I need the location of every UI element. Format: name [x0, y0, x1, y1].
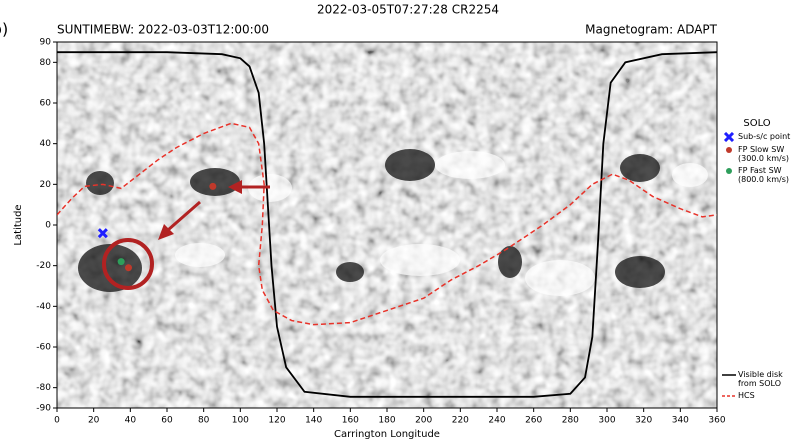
legend-icon	[722, 395, 736, 397]
legend-marker	[726, 147, 732, 153]
x-axis-label: Carrington Longitude	[334, 429, 440, 440]
y-tick-label: 90	[40, 38, 52, 48]
x-tick-label: 20	[88, 416, 100, 426]
y-tick-label: 0	[45, 221, 51, 231]
magnetogram	[57, 42, 717, 408]
subtitle-left: SUNTIMEBW: 2022-03-03T12:00:00	[57, 23, 269, 37]
legend-entry: HCS	[722, 391, 792, 401]
x-tick-label: 360	[708, 416, 725, 426]
chart-title: 2022-03-05T07:27:28 CR2254	[317, 3, 499, 17]
legend-label: HCS	[738, 391, 755, 400]
legend-entry: FP Fast SW (800.0 km/s)	[722, 166, 792, 184]
y-tick-label: -20	[36, 261, 51, 271]
y-tick-label: -60	[36, 343, 51, 353]
legend-entry: Visible disk from SOLO	[722, 370, 792, 388]
panel-label: b)	[0, 20, 8, 39]
legend-marker	[726, 168, 732, 174]
subsc-point	[97, 228, 108, 239]
footpoint	[125, 264, 132, 272]
y-axis-label: Latitude	[13, 204, 24, 245]
y-tick-label: -40	[36, 302, 51, 312]
x-tick-label: 240	[488, 416, 505, 426]
x-tick-label: 60	[161, 416, 173, 426]
legend-entry: Sub-s/c point	[722, 132, 792, 142]
legend-label: FP Slow SW (300.0 km/s)	[738, 145, 789, 163]
legend-icon	[726, 168, 732, 174]
legend-lines: Visible disk from SOLO HCS	[722, 370, 792, 404]
subtitle-right: Magnetogram: ADAPT	[585, 23, 717, 37]
hcs-line	[57, 122, 717, 326]
legend-entry: FP Slow SW (300.0 km/s)	[722, 145, 792, 163]
footpoint	[117, 258, 125, 266]
footpoint	[209, 182, 217, 190]
y-tick-label: 20	[40, 180, 52, 190]
x-tick-label: 260	[525, 416, 542, 426]
y-tick-label: -90	[36, 404, 51, 414]
y-tick-label: 60	[40, 99, 52, 109]
legend-label: FP Fast SW (800.0 km/s)	[738, 166, 789, 184]
x-tick-label: 40	[125, 416, 137, 426]
x-tick-label: 300	[598, 416, 615, 426]
annotation-arrows	[102, 180, 270, 290]
x-tick-label: 340	[672, 416, 689, 426]
x-tick-label: 280	[562, 416, 579, 426]
legend-label: Sub-s/c point	[738, 132, 791, 141]
legend-icon	[722, 374, 736, 376]
legend-icon	[723, 132, 735, 142]
legend-icon	[726, 147, 732, 153]
y-tick-label: -80	[36, 383, 51, 393]
x-tick-label: 180	[378, 416, 395, 426]
x-tick-label: 200	[415, 416, 432, 426]
y-tick-label: 80	[40, 58, 52, 68]
legend-marker	[723, 132, 735, 142]
x-tick-label: 100	[232, 416, 249, 426]
x-tick-label: 140	[305, 416, 322, 426]
x-tick-label: 80	[198, 416, 210, 426]
x-tick-label: 0	[54, 416, 60, 426]
x-tick-label: 160	[342, 416, 359, 426]
x-tick-label: 320	[635, 416, 652, 426]
data-layer	[57, 51, 717, 398]
y-tick-label: 40	[40, 139, 52, 149]
x-tick-label: 120	[268, 416, 285, 426]
disk-line	[57, 51, 717, 398]
legend-title: SOLO	[743, 118, 771, 129]
legend: SOLO Sub-s/c point FP Slow SW (300.0 km/s…	[722, 118, 792, 187]
legend-label: Visible disk from SOLO	[738, 370, 783, 388]
x-tick-label: 220	[452, 416, 469, 426]
